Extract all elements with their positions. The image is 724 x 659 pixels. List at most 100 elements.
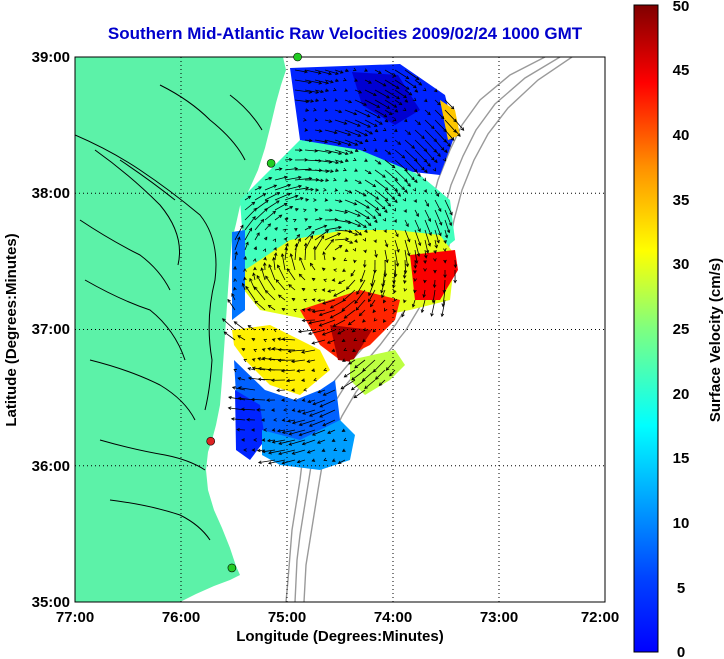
- velocity-arrowhead: [323, 97, 327, 102]
- velocity-arrowhead: [439, 221, 443, 226]
- velocity-arrow: [245, 286, 256, 301]
- velocity-arrowhead: [416, 253, 421, 257]
- velocity-arrow: [317, 299, 326, 301]
- velocity-arrowhead: [267, 461, 272, 465]
- velocity-arrowhead: [331, 278, 336, 282]
- velocity-arrow: [354, 189, 367, 197]
- velocity-arrowhead: [293, 308, 298, 313]
- x-tick-label: 77:00: [56, 609, 94, 626]
- velocity-arrowhead: [373, 123, 378, 127]
- velocity-arrowhead: [363, 193, 367, 197]
- velocity-arrowhead: [397, 193, 401, 197]
- velocity-arrowhead: [349, 150, 354, 154]
- velocity-arrow: [314, 149, 332, 153]
- velocity-arrow: [254, 286, 266, 301]
- velocity-arrowhead: [291, 408, 296, 412]
- velocity-arrowhead: [303, 242, 308, 247]
- velocity-arrow: [344, 219, 361, 227]
- velocity-arrowhead: [251, 448, 256, 452]
- velocity-arrowhead: [433, 88, 438, 93]
- velocity-arrowhead: [333, 177, 337, 182]
- velocity-arrowhead: [393, 104, 398, 108]
- velocity-arrowhead: [278, 441, 283, 445]
- velocity-arrow: [294, 197, 304, 201]
- velocity-arrowhead: [332, 256, 336, 261]
- velocity-arrow: [346, 279, 356, 290]
- velocity-arrow: [354, 89, 362, 94]
- velocity-arrowhead: [252, 216, 256, 220]
- velocity-arrowhead: [332, 323, 337, 327]
- velocity-arrowhead: [375, 196, 380, 200]
- velocity-arrowhead: [366, 114, 371, 118]
- y-tick-label: 36:00: [32, 458, 70, 475]
- velocity-arrow: [404, 149, 418, 162]
- velocity-arrowhead: [385, 259, 389, 264]
- velocity-arrowhead: [374, 253, 378, 258]
- velocity-arrowhead: [261, 328, 266, 332]
- velocity-arrow: [284, 247, 287, 261]
- velocity-arrowhead: [308, 176, 313, 181]
- velocity-arrow: [312, 429, 326, 436]
- velocity-arrow: [404, 89, 412, 96]
- velocity-arrowhead: [223, 331, 228, 335]
- velocity-arrow: [394, 99, 403, 106]
- velocity-arrowhead: [308, 138, 313, 143]
- velocity-arrowhead: [316, 440, 321, 444]
- velocity-zone: [300, 290, 400, 360]
- velocity-arrow: [434, 199, 442, 212]
- velocity-arrowhead: [382, 174, 386, 178]
- velocity-arrowhead: [376, 114, 381, 119]
- velocity-arrow: [333, 319, 346, 327]
- velocity-arrow: [364, 129, 373, 135]
- velocity-arrow: [444, 209, 452, 226]
- velocity-arrowhead: [362, 338, 366, 343]
- velocity-arrowhead: [318, 129, 323, 133]
- velocity-arrow: [444, 199, 453, 215]
- velocity-arrowhead: [349, 240, 354, 244]
- velocity-arrowhead: [403, 280, 407, 284]
- velocity-arrowhead: [373, 317, 378, 322]
- velocity-arrowhead: [283, 203, 288, 207]
- velocity-arrow: [334, 219, 352, 224]
- velocity-arrowhead: [313, 288, 318, 293]
- velocity-arrow: [274, 252, 277, 261]
- velocity-arrow: [324, 232, 341, 241]
- velocity-arrow: [424, 119, 435, 129]
- velocity-arrow: [227, 299, 236, 311]
- velocity-arrowhead: [432, 167, 437, 172]
- velocity-arrow: [344, 209, 361, 217]
- velocity-arrow: [404, 79, 417, 89]
- velocity-arrow: [444, 219, 450, 233]
- velocity-arrowhead: [277, 347, 282, 352]
- velocity-arrowhead: [311, 341, 316, 345]
- velocity-arrowhead: [373, 269, 377, 274]
- velocity-arrowhead: [359, 278, 364, 283]
- velocity-arrow: [394, 149, 405, 159]
- velocity-arrow: [264, 210, 276, 221]
- velocity-arrow: [284, 176, 302, 181]
- velocity-arrow: [302, 319, 316, 321]
- velocity-arrowhead: [354, 300, 358, 304]
- velocity-arrowhead: [353, 202, 358, 206]
- velocity-arrowhead: [315, 178, 320, 182]
- velocity-arrow: [354, 199, 370, 209]
- velocity-arrow: [323, 251, 326, 261]
- velocity-arrowhead: [299, 148, 303, 152]
- velocity-arrowhead: [343, 347, 348, 351]
- velocity-arrowhead: [288, 432, 293, 436]
- velocity-arrow: [344, 109, 357, 115]
- velocity-arrowhead: [337, 331, 341, 335]
- velocity-arrowhead: [412, 97, 417, 102]
- velocity-arrow: [284, 159, 292, 161]
- velocity-arrow: [241, 408, 256, 411]
- colorbar-tick-label: 50: [673, 0, 690, 15]
- velocity-arrow: [294, 69, 308, 73]
- velocity-arrowhead: [440, 313, 445, 318]
- velocity-arrowhead: [350, 386, 355, 391]
- velocity-arrowhead: [356, 291, 360, 295]
- velocity-arrow: [434, 99, 441, 106]
- velocity-arrowhead: [247, 195, 252, 199]
- velocity-arrow: [364, 379, 376, 389]
- velocity-arrowhead: [237, 386, 242, 390]
- velocity-arrowhead: [302, 411, 306, 415]
